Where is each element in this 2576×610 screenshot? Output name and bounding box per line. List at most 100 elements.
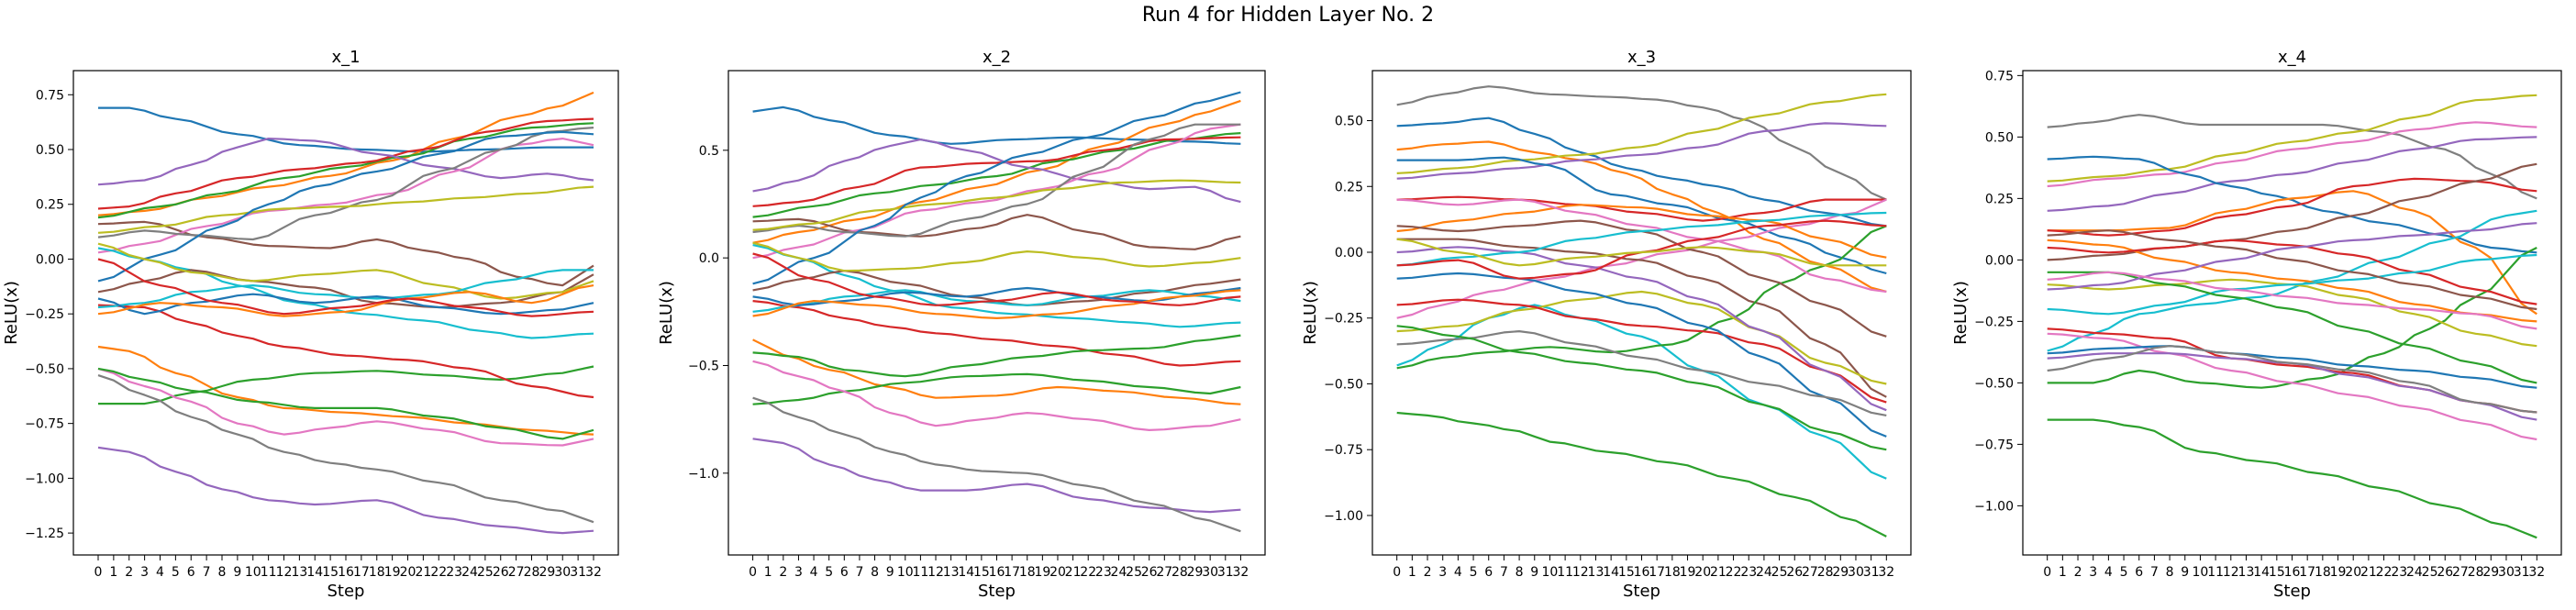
x-tick-label: 27: [1802, 565, 1818, 580]
series-line: [1396, 156, 1887, 275]
x-tick-label: 11: [1557, 565, 1573, 580]
y-axis-label: ReLU(x): [1951, 281, 1971, 345]
x-tick-label: 22: [430, 565, 447, 580]
x-tick-label: 2: [125, 565, 133, 580]
x-tick-label: 28: [1817, 565, 1834, 580]
y-tick-label: 0.25: [36, 198, 64, 213]
series-line: [1396, 330, 1887, 416]
x-tick-label: 18: [2315, 565, 2331, 580]
x-tick-label: 26: [1141, 565, 1158, 580]
x-tick-label: 10: [2193, 565, 2209, 580]
series-line: [97, 138, 594, 254]
series-line: [97, 130, 594, 283]
series-line: [97, 367, 594, 440]
x-tick-label: 24: [461, 565, 478, 580]
series-line: [97, 284, 594, 317]
series-line: [97, 269, 594, 309]
x-tick-label: 20: [400, 565, 416, 580]
series-line: [1396, 272, 1887, 438]
subplot-x-4: 0 1 2 3 4 5 6 7 8 9 101112131415161718192021222324…: [1951, 48, 2562, 601]
series-line: [2047, 238, 2537, 323]
y-tick-label: 0.50: [1335, 115, 1363, 129]
x-tick-label: 11: [912, 565, 928, 580]
y-tick-label: 0.50: [36, 143, 64, 158]
x-tick-label: 31: [570, 565, 586, 580]
x-tick-label: 3: [2089, 565, 2097, 580]
series-line: [752, 334, 1241, 378]
x-tick-label: 27: [508, 565, 525, 580]
x-tick-label: 29: [1832, 565, 1849, 580]
x-tick-label: 26: [1786, 565, 1803, 580]
series-line: [752, 105, 1241, 145]
x-tick-label: 6: [2135, 565, 2143, 580]
x-tick-label: 14: [2253, 565, 2270, 580]
series-line: [1396, 140, 1887, 294]
series-line: [98, 365, 594, 405]
x-tick-label: 13: [2238, 565, 2255, 580]
series-line: [2047, 253, 2537, 316]
y-tick-label: 0.50: [1985, 130, 2014, 145]
series-line: [752, 241, 1241, 272]
x-tick-label: 15: [322, 565, 339, 580]
series-line: [97, 446, 594, 535]
series-line: [1396, 290, 1887, 385]
series-line: [97, 374, 594, 524]
x-axis-label: Step: [2273, 582, 2311, 601]
y-tick-label: −0.5: [688, 359, 719, 373]
y-tick-label: 0.00: [36, 252, 64, 267]
x-tick-label: 8: [1516, 565, 1524, 580]
x-tick-label: 8: [2166, 565, 2174, 580]
x-tick-label: 31: [1863, 565, 1880, 580]
series-line: [752, 132, 1241, 218]
x-tick-label: 21: [1065, 565, 1082, 580]
series-line: [2047, 247, 2537, 389]
series-line: [2047, 162, 2537, 261]
y-axis-label: ReLU(x): [657, 281, 676, 345]
y-tick-label: 0.75: [1985, 69, 2014, 83]
y-tick-label: 0.0: [699, 251, 719, 266]
x-tick-label: 21: [1710, 565, 1727, 580]
series-line: [2047, 177, 2537, 237]
series-line: [97, 242, 594, 300]
y-tick-label: 0.25: [1985, 192, 2014, 206]
subplot-title: x_2: [983, 48, 1011, 67]
x-tick-label: 19: [384, 565, 401, 580]
y-tick-label: −1.0: [688, 467, 719, 482]
x-tick-label: 16: [2284, 565, 2301, 580]
series-line: [752, 372, 1241, 405]
x-tick-label: 16: [1634, 565, 1650, 580]
x-tick-label: 12: [1572, 565, 1589, 580]
series-line: [2047, 332, 2537, 441]
x-tick-label: 0: [2043, 565, 2051, 580]
y-tick-label: −0.75: [1974, 438, 2014, 452]
x-tick-label: 25: [477, 565, 494, 580]
x-tick-label: 5: [825, 565, 833, 580]
x-tick-label: 17: [353, 565, 370, 580]
x-tick-label: 3: [1438, 565, 1447, 580]
x-tick-label: 26: [493, 565, 509, 580]
series-line: [2047, 121, 2537, 188]
x-tick-label: 32: [2528, 565, 2545, 580]
subplot-x-2: 0 1 2 3 4 5 6 7 8 9 101112131415161718192021222324…: [657, 48, 1266, 601]
series-line: [1396, 122, 1887, 180]
x-tick-label: 9: [2181, 565, 2189, 580]
y-tick-label: 0.00: [1985, 253, 2014, 268]
x-tick-label: 28: [524, 565, 540, 580]
x-tick-label: 22: [2376, 565, 2393, 580]
y-tick-label: −0.25: [1324, 312, 1363, 327]
x-tick-label: 1: [2059, 565, 2067, 580]
x-tick-label: 30: [554, 565, 571, 580]
x-tick-label: 18: [369, 565, 385, 580]
y-tick-label: −0.75: [25, 417, 64, 432]
series-line: [2047, 209, 2537, 352]
x-tick-label: 4: [2104, 565, 2113, 580]
x-tick-label: 17: [2299, 565, 2315, 580]
series-line: [97, 247, 594, 339]
x-tick-label: 25: [1126, 565, 1142, 580]
x-tick-label: 28: [1171, 565, 1188, 580]
series-line: [97, 122, 594, 219]
subplot-title: x_4: [2278, 48, 2306, 67]
x-tick-label: 32: [1878, 565, 1894, 580]
series-line: [97, 304, 594, 399]
